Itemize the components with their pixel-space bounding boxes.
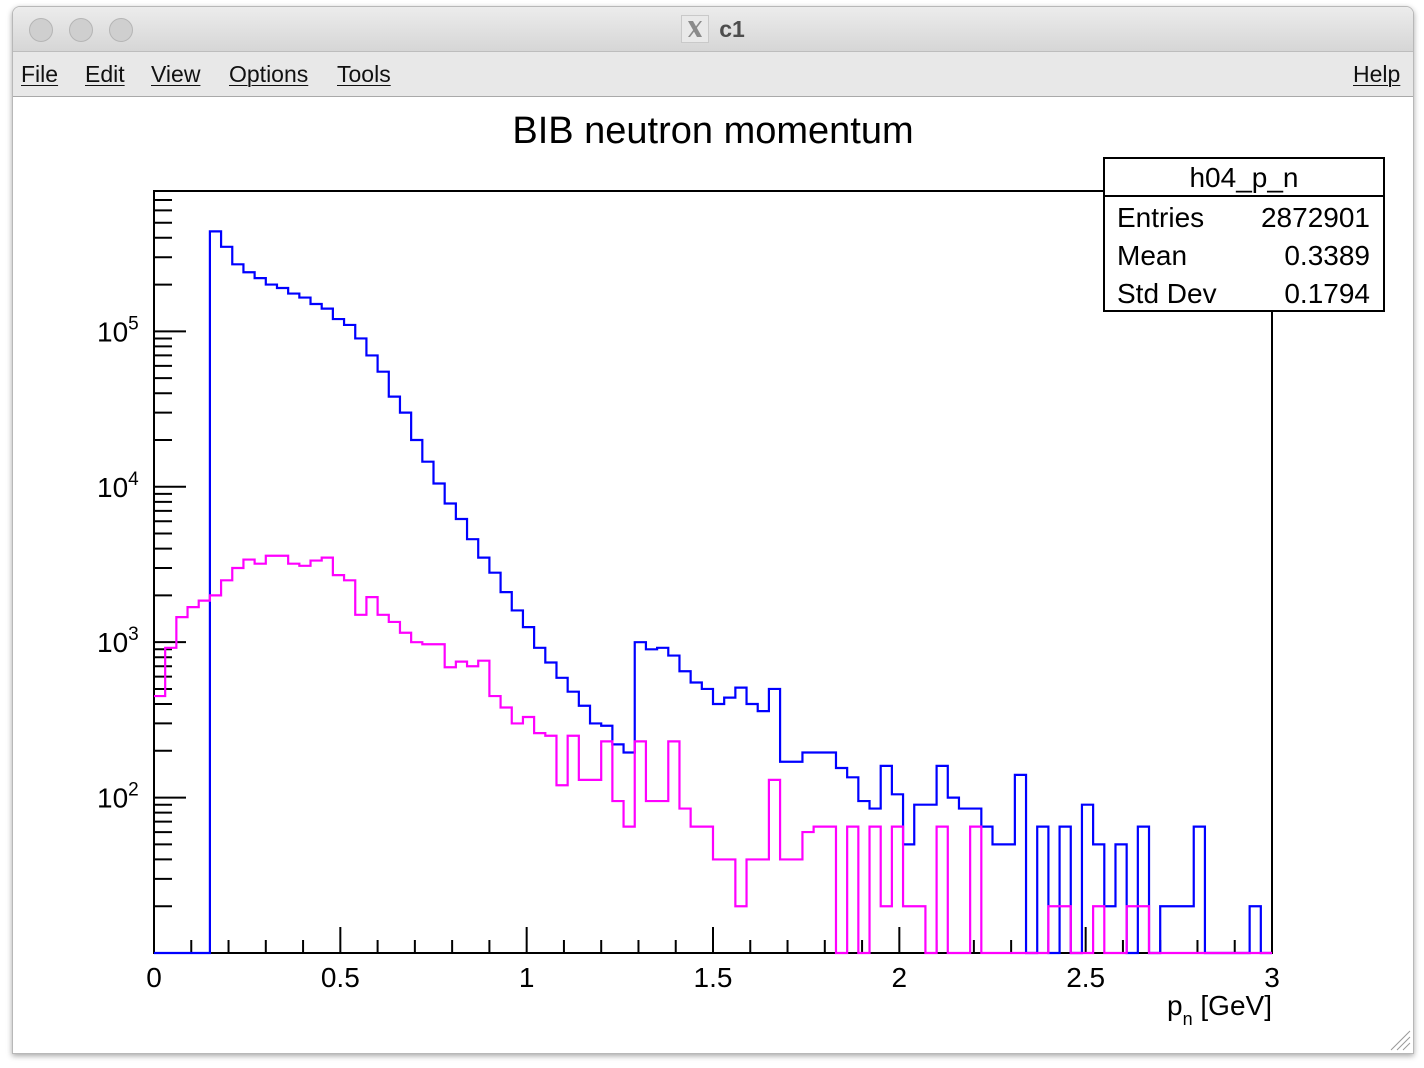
menu-view[interactable]: View [151,61,201,87]
stats-mean-value: 0.3389 [1284,240,1370,271]
y-tick-label-base: 10 [97,783,128,814]
x-axis-label: pn [GeV] [1167,990,1272,1029]
x-tick-label: 0.5 [321,962,360,993]
close-window-button[interactable] [29,18,53,42]
stats-box-frame [1103,157,1385,312]
stats-mean-label: Mean [1117,240,1187,271]
y-tick-label: 104 [97,469,139,503]
y-tick-label-exponent: 4 [128,469,139,490]
menu-bar: File Edit View Options Tools Help [13,52,1413,97]
window-title: c1 [719,15,745,42]
x11-icon [681,15,710,43]
y-tick-label-exponent: 2 [128,780,139,801]
menu-edit[interactable]: Edit [85,61,125,87]
minimize-window-button[interactable] [69,18,93,42]
series-blue-histogram [154,230,1272,955]
title-bar: c1 [13,7,1413,52]
menu-help[interactable]: Help [1353,61,1401,87]
root-window: c1 File Edit View Options Tools Help BIB… [12,6,1414,1054]
histogram-chart: BIB neutron momentum 0 0.5 1 1.5 2 2.5 3 10210… [97,110,1385,1029]
resize-grip-icon[interactable] [1385,1025,1411,1051]
y-tick-label-exponent: 3 [128,624,139,645]
x-tick-labels: 0 0.5 1 1.5 2 2.5 3 [146,962,1280,993]
chart-title: BIB neutron momentum [512,110,913,152]
stats-name: h04_p_n [1189,162,1298,193]
zoom-window-button[interactable] [109,18,133,42]
plot-canvas[interactable]: BIB neutron momentum 0 0.5 1 1.5 2 2.5 3 102 10… [13,97,1413,1053]
y-tick-label: 102 [97,780,139,814]
y-tick-label-base: 10 [97,627,128,658]
y-tick-label-base: 10 [97,472,128,503]
y-tick-label: 105 [97,313,139,347]
menu-options[interactable]: Options [229,61,309,87]
stats-stddev-label: Std Dev [1117,278,1217,309]
x-tick-label: 3 [1264,962,1280,993]
y-tick-label-base: 10 [97,316,128,347]
x-axis-label-sub: n [1183,1009,1193,1029]
x-tick-label: 2 [892,962,908,993]
series-magenta-histogram [154,554,1272,955]
y-tick-label-exponent: 5 [128,313,139,334]
y-tick-label: 103 [97,624,139,658]
series-group [154,230,1272,955]
stats-stddev-value: 0.1794 [1284,278,1370,309]
menu-tools[interactable]: Tools [337,61,391,87]
x-axis-label-unit: [GeV] [1193,990,1272,1021]
stats-box: h04_p_n Entries 2872901 Mean 0.3389 Std … [1103,157,1385,312]
menu-file[interactable]: File [21,61,59,87]
x-tick-label: 1 [519,962,535,993]
x-tick-label: 1.5 [694,962,733,993]
stats-entries-label: Entries [1117,202,1204,233]
x-tick-label: 2.5 [1066,962,1105,993]
x-tick-label: 0 [146,962,162,993]
stats-entries-value: 2872901 [1261,202,1370,233]
x-axis-label-main: p [1167,990,1183,1021]
